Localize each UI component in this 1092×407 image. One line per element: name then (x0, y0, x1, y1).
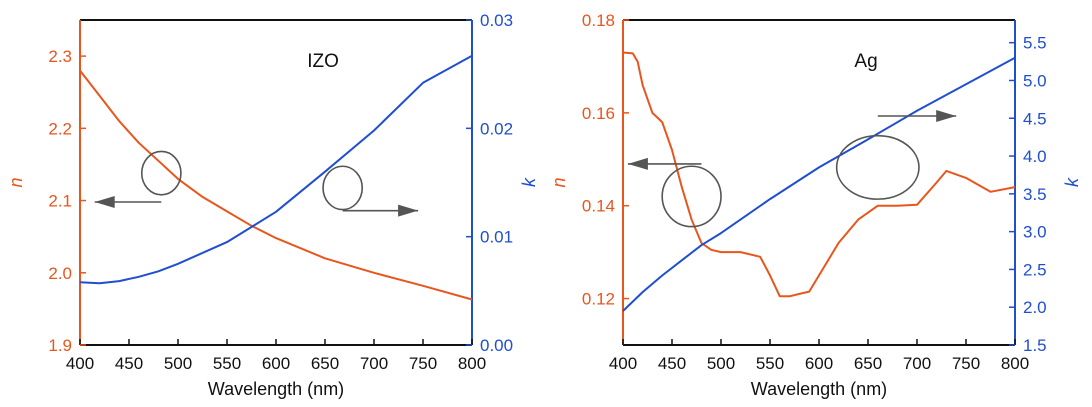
left-y-tick-label: 2.1 (48, 192, 72, 211)
right-y-tick-label: 2.0 (1023, 298, 1047, 317)
left-y-tick-label: 0.16 (582, 104, 615, 123)
axis-indicator-arrow-head (94, 196, 115, 208)
axis-indicator-arrow-head (398, 204, 419, 217)
x-tick-label: 700 (903, 354, 931, 373)
x-tick-label: 550 (213, 354, 241, 373)
x-tick-label: 800 (1001, 354, 1029, 373)
left-y-tick-label: 2.3 (48, 47, 72, 66)
left-y-tick-label: 0.12 (582, 290, 615, 309)
material-label: IZO (307, 51, 339, 72)
x-tick-label: 450 (658, 354, 686, 373)
axis-indicator-ellipse (661, 165, 722, 228)
axis-indicator-arrow-head (627, 157, 648, 170)
right-y-tick-label: 3.5 (1023, 185, 1047, 204)
right-y-axis-title: k (519, 177, 539, 187)
x-tick-label: 600 (805, 354, 833, 373)
right-y-tick-label: 1.5 (1023, 336, 1047, 355)
x-tick-label: 800 (458, 354, 486, 373)
n-series-line (79, 69, 473, 301)
left-y-axis-title: n (549, 177, 569, 187)
x-tick-label: 550 (756, 354, 784, 373)
x-axis-title: Wavelength (nm) (208, 379, 344, 399)
x-tick-label: 500 (164, 354, 192, 373)
right-y-tick-label: 2.5 (1023, 260, 1047, 279)
x-tick-label: 700 (360, 354, 388, 373)
x-tick-label: 400 (609, 354, 637, 373)
material-label: Ag (854, 51, 877, 72)
right-y-tick-label: 5.0 (1023, 71, 1047, 90)
x-tick-label: 500 (707, 354, 735, 373)
x-tick-label: 450 (115, 354, 143, 373)
axis-indicator-arrow-head (936, 109, 957, 122)
x-tick-label: 600 (262, 354, 290, 373)
right-y-tick-label: 0.00 (480, 336, 513, 355)
x-tick-label: 650 (854, 354, 882, 373)
x-tick-label: 400 (66, 354, 94, 373)
left-y-tick-label: 1.9 (48, 336, 72, 355)
chart-panel-ag: 400 450 500 550 600 650 700 750 800 0.12 0.14 0.16 0… (549, 11, 1082, 399)
right-y-tick-label: 0.02 (480, 119, 513, 138)
k-series-line (622, 56, 1016, 312)
right-y-axis-title: k (1062, 177, 1082, 187)
x-tick-label: 750 (409, 354, 437, 373)
k-series-line (79, 54, 473, 285)
x-tick-label: 650 (311, 354, 339, 373)
x-axis-title: Wavelength (nm) (751, 379, 887, 399)
right-y-tick-label: 4.0 (1023, 147, 1047, 166)
chart-panel-izo: 400 450 500 550 600 650 700 750 800 1.9 2.0 2.1 2.2 2… (6, 11, 539, 399)
x-tick-label: 750 (952, 354, 980, 373)
n-series-line (622, 51, 1016, 298)
left-y-tick-label: 2.2 (48, 119, 72, 138)
left-y-tick-label: 2.0 (48, 264, 72, 283)
right-y-tick-label: 4.5 (1023, 109, 1047, 128)
axis-indicator-ellipse (835, 134, 920, 200)
axis-indicator-ellipse (140, 150, 182, 196)
axis-indicator-ellipse (322, 165, 364, 211)
right-y-tick-label: 5.5 (1023, 34, 1047, 53)
left-y-tick-label: 0.18 (582, 11, 615, 30)
right-y-tick-label: 0.03 (480, 11, 513, 30)
left-y-axis-title: n (6, 177, 26, 187)
left-y-tick-label: 0.14 (582, 197, 615, 216)
right-y-tick-label: 0.01 (480, 228, 513, 247)
right-y-tick-label: 3.0 (1023, 223, 1047, 242)
